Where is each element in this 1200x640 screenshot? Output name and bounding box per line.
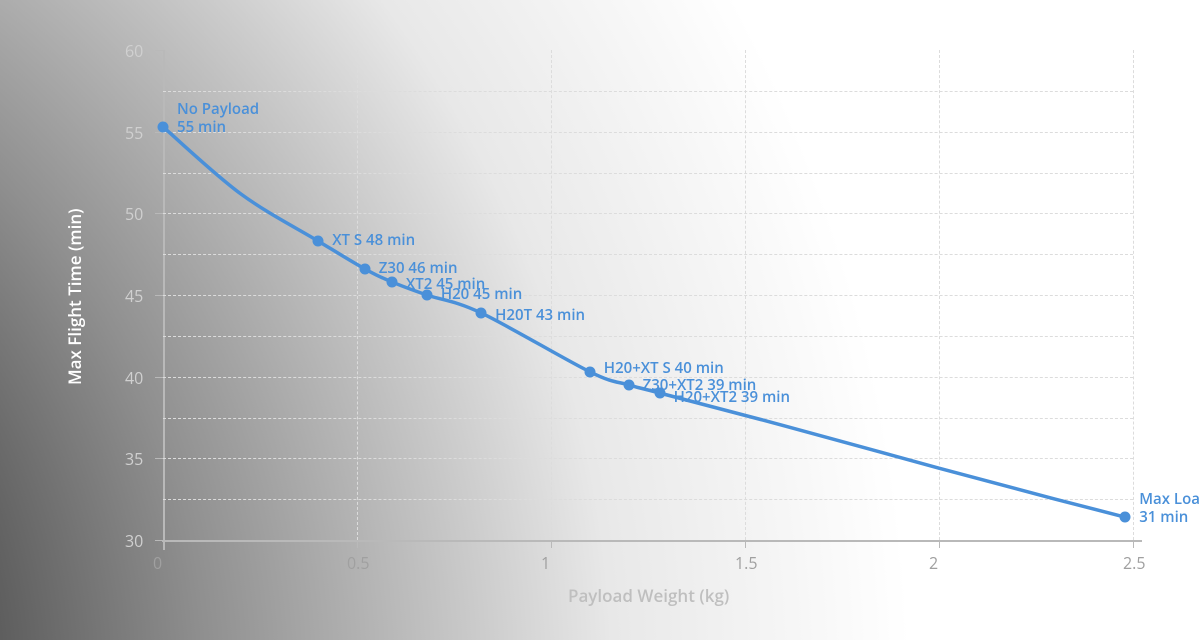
grid-h: [163, 458, 1133, 459]
data-point: [313, 236, 324, 247]
data-point-label-2: 31 min: [1139, 509, 1188, 526]
grid-h: [163, 132, 1133, 133]
x-tick: [745, 540, 746, 548]
data-point-label: XT S 48 min: [332, 232, 415, 249]
data-point-label: Max Load: [1139, 491, 1200, 508]
y-tick: [155, 295, 163, 296]
x-tick-label: 1: [541, 552, 550, 574]
grid-h: [163, 173, 1133, 174]
grid-h: [163, 418, 1133, 419]
x-tick-label: 0.5: [347, 552, 370, 574]
x-tick: [163, 540, 164, 548]
y-tick-label: 35: [125, 448, 143, 470]
y-tick-label: 55: [125, 122, 143, 144]
y-tick: [155, 377, 163, 378]
x-tick-label: 2: [929, 552, 938, 574]
y-tick-label: 45: [125, 285, 143, 307]
y-tick: [155, 540, 163, 541]
data-point-label: H20+XT2 39 min: [674, 389, 790, 406]
grid-v: [1133, 50, 1134, 540]
y-tick-label: 60: [125, 40, 143, 62]
grid-h: [163, 91, 1133, 92]
data-point-label: H20 45 min: [441, 286, 522, 303]
y-tick-label: 50: [125, 203, 143, 225]
x-tick: [939, 540, 940, 548]
x-tick: [357, 540, 358, 548]
x-tick-label: 0: [153, 552, 162, 574]
data-point: [1120, 512, 1131, 523]
data-point-label: No Payload: [177, 101, 259, 118]
data-point: [476, 307, 487, 318]
data-point: [386, 276, 397, 287]
grid-h: [163, 254, 1133, 255]
grid-h: [163, 336, 1133, 337]
x-tick: [551, 540, 552, 548]
x-tick-label: 1.5: [735, 552, 758, 574]
plot-area: 0 0.5 1 1.5 2 2.5 30 35 40 45 50 55 60: [0, 0, 1200, 640]
y-tick: [155, 50, 163, 51]
grid-h: [163, 499, 1133, 500]
y-tick: [155, 458, 163, 459]
x-tick: [1133, 540, 1134, 548]
data-point-label-2: 55 min: [177, 119, 226, 136]
data-point-label: H20T 43 min: [495, 307, 585, 324]
data-point: [623, 379, 634, 390]
y-tick-label: 30: [125, 530, 143, 552]
data-point: [158, 121, 169, 132]
y-tick-label: 40: [125, 367, 143, 389]
y-tick: [155, 213, 163, 214]
x-tick-label: 2.5: [1123, 552, 1146, 574]
x-axis: [162, 540, 1142, 542]
grid-h: [163, 213, 1133, 214]
data-point: [359, 263, 370, 274]
data-point: [584, 366, 595, 377]
grid-h: [163, 295, 1133, 296]
